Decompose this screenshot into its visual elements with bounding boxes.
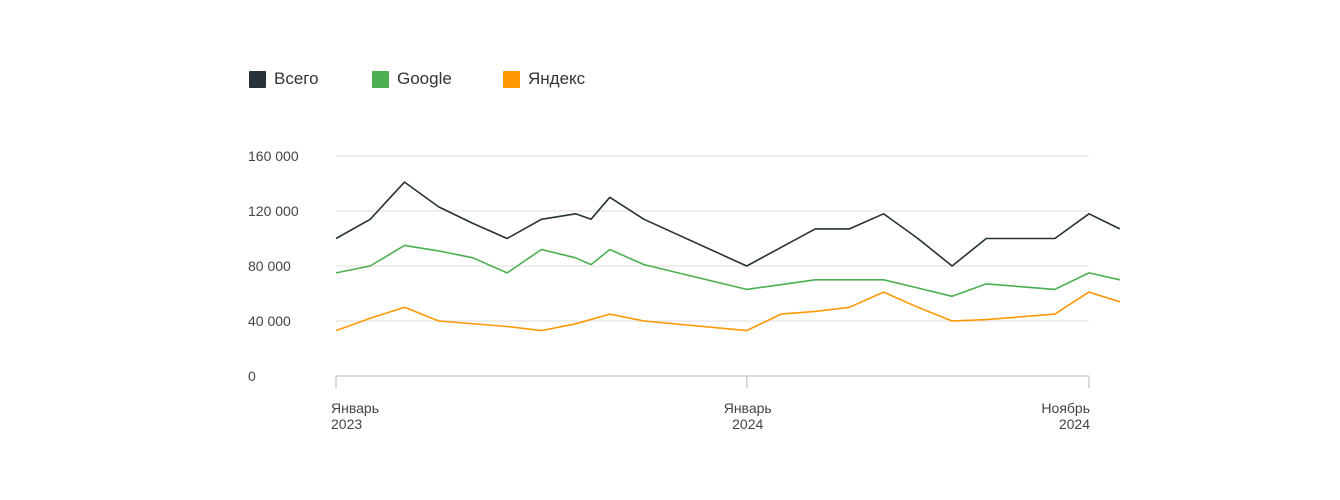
legend-label-yandex: Яндекс <box>528 69 586 88</box>
x-tick-label: Ноябрь <box>1041 400 1090 416</box>
x-tick-label-year: 2024 <box>732 416 763 432</box>
legend-item-total[interactable]: Всего <box>249 68 319 90</box>
series-line-yandex <box>335 291 1121 332</box>
y-tick-label: 0 <box>248 368 256 384</box>
series-line-google <box>335 244 1120 298</box>
legend-label-google: Google <box>397 69 452 88</box>
legend-swatch-total <box>249 70 266 88</box>
legend-item-yandex[interactable]: Яндекс <box>503 68 585 90</box>
legend-label-total: Всего <box>274 69 319 88</box>
y-tick-label: 40 000 <box>248 313 291 329</box>
y-tick-label: 160 000 <box>248 148 299 164</box>
legend-item-google[interactable]: Google <box>372 68 452 90</box>
x-tick-label: Январь <box>724 400 772 416</box>
y-tick-label: 80 000 <box>248 258 291 274</box>
y-tick-label: 120 000 <box>248 203 299 219</box>
series-line-total <box>335 181 1121 267</box>
x-tick-label-year: 2023 <box>331 416 362 432</box>
x-tick-label-year: 2024 <box>1059 416 1090 432</box>
legend-swatch-yandex <box>503 70 520 88</box>
legend-swatch-google <box>372 70 389 88</box>
x-tick-label: Январь <box>331 400 379 416</box>
